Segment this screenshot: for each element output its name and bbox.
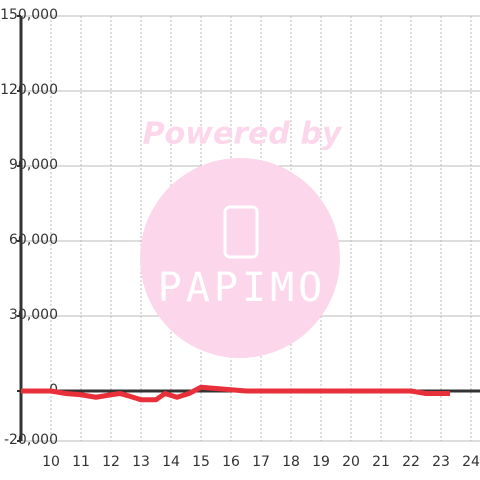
x-tick-label: 12	[102, 454, 120, 470]
x-tick-label: 18	[282, 454, 300, 470]
watermark-icon	[223, 205, 259, 259]
x-tick-label: 15	[192, 454, 210, 470]
x-tick-label: 21	[372, 454, 390, 470]
y-tick-label: 150,000	[0, 7, 58, 23]
y-tick-label: 60,000	[9, 232, 58, 248]
x-tick-label: 17	[252, 454, 270, 470]
y-tick-label: 90,000	[9, 157, 58, 173]
x-tick-label: 13	[132, 454, 150, 470]
y-tick-label: -20,000	[4, 432, 58, 448]
x-tick-label: 20	[342, 454, 360, 470]
y-tick-label: 120,000	[0, 82, 58, 98]
x-tick-label: 22	[402, 454, 420, 470]
watermark-logo: PAPIMO	[158, 265, 327, 311]
watermark: Powered by PAPIMO	[140, 117, 343, 358]
x-tick-label: 10	[42, 454, 60, 470]
x-tick-label: 23	[432, 454, 450, 470]
y-tick-label: 30,000	[9, 307, 58, 323]
x-tick-label: 11	[72, 454, 90, 470]
x-tick-label: 24	[462, 454, 480, 470]
watermark-text: Powered by	[143, 117, 343, 152]
x-tick-label: 16	[222, 454, 240, 470]
x-tick-label: 19	[312, 454, 330, 470]
data-line	[21, 384, 450, 403]
x-tick-label: 14	[162, 454, 180, 470]
